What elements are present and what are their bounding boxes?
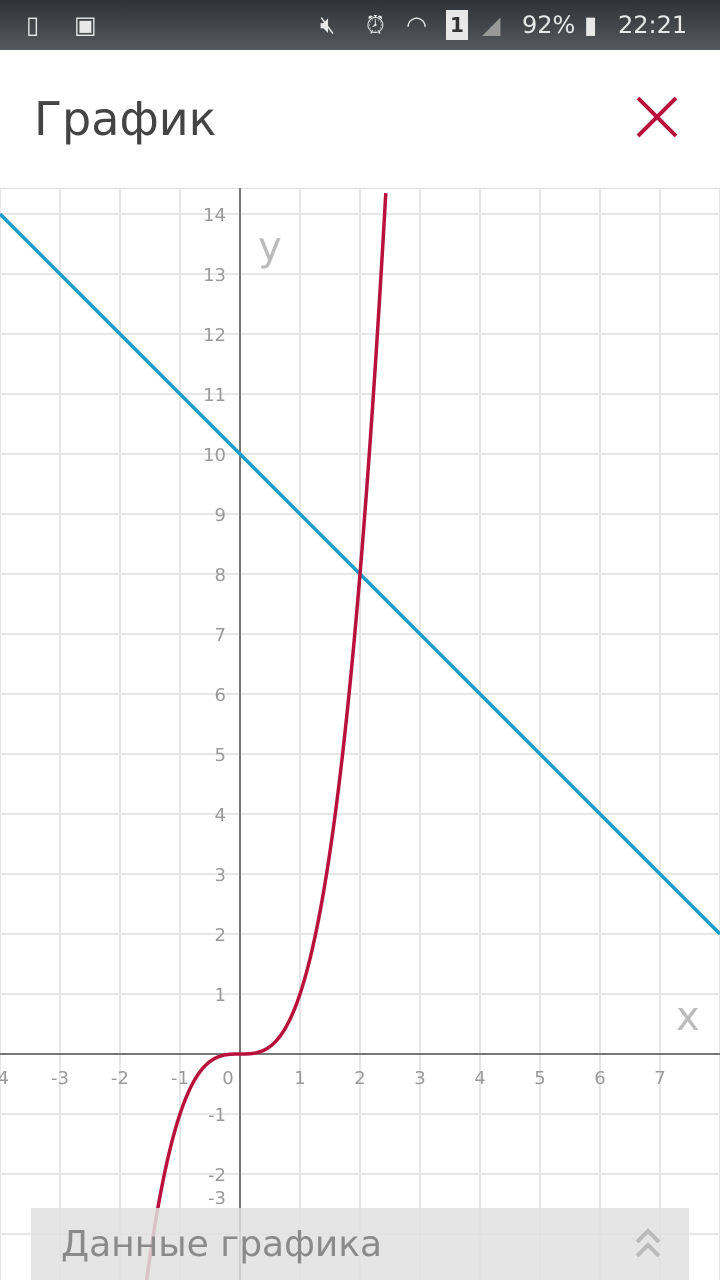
sim-icon: 1 <box>446 10 468 40</box>
y-tick-label: -1 <box>208 1105 226 1126</box>
y-tick-label: 10 <box>203 445 226 466</box>
x-tick-label: 5 <box>534 1068 545 1089</box>
y-tick-label: 1 <box>215 985 226 1006</box>
graph-data-panel[interactable]: Данные графика <box>31 1208 689 1280</box>
battery-percent: 92% <box>522 11 576 39</box>
x-tick-label: 2 <box>354 1068 365 1089</box>
clock: 22:21 <box>618 11 688 39</box>
y-tick-label: 6 <box>215 685 226 706</box>
gallery-icon: ▣ <box>74 11 97 39</box>
y-tick-label: 13 <box>203 265 226 286</box>
y-tick-label: -3 <box>208 1188 226 1209</box>
battery-charging-icon: ▮ <box>584 11 598 39</box>
x-tick-label: 6 <box>594 1068 605 1089</box>
graph-data-label: Данные графика <box>61 1224 383 1265</box>
x-tick-label: -2 <box>111 1068 129 1089</box>
status-bar: ▯ ▣ 🔇︎ ⏰︎ ◠ 1 ◢ 92% ▮ 22:21 <box>0 0 720 50</box>
x-tick-label: 4 <box>474 1068 485 1089</box>
wifi-icon: ◠ <box>406 11 427 39</box>
close-icon[interactable] <box>630 90 684 144</box>
x-tick-label: -1 <box>171 1068 189 1089</box>
y-tick-label: -2 <box>208 1165 226 1186</box>
y-tick-label: 8 <box>215 565 226 586</box>
y-tick-label: 9 <box>215 505 226 526</box>
y-axis-label: y <box>258 224 282 270</box>
mute-vibrate-icon: 🔇︎ <box>320 11 336 39</box>
y-tick-label: 7 <box>215 625 226 646</box>
y-tick-label: 2 <box>215 925 226 946</box>
x-tick-label: 1 <box>294 1068 305 1089</box>
x-tick-label: -3 <box>51 1068 69 1089</box>
screen-timer-icon: ▯ <box>26 11 40 39</box>
graph-canvas[interactable]: -4-3-2-101234567-3-2-1123456789101112131… <box>0 188 720 1280</box>
alarm-icon: ⏰︎ <box>366 11 385 39</box>
header: График <box>0 50 720 189</box>
x-tick-label: 3 <box>414 1068 425 1089</box>
y-tick-label: 14 <box>203 205 226 226</box>
y-tick-label: 3 <box>215 865 226 886</box>
y-tick-label: 11 <box>203 385 226 406</box>
page-title: График <box>34 92 217 146</box>
curve-series-x-cubed <box>144 193 388 1280</box>
x-tick-label: 0 <box>222 1068 233 1089</box>
y-tick-label: 12 <box>203 325 226 346</box>
y-tick-label: 4 <box>215 805 226 826</box>
x-axis-label: x <box>676 994 700 1040</box>
x-tick-label: -4 <box>0 1068 9 1089</box>
y-tick-label: 5 <box>215 745 226 766</box>
double-chevron-up-icon[interactable] <box>633 1226 663 1262</box>
x-tick-label: 7 <box>654 1068 665 1089</box>
signal-icon: ◢ <box>482 11 501 39</box>
